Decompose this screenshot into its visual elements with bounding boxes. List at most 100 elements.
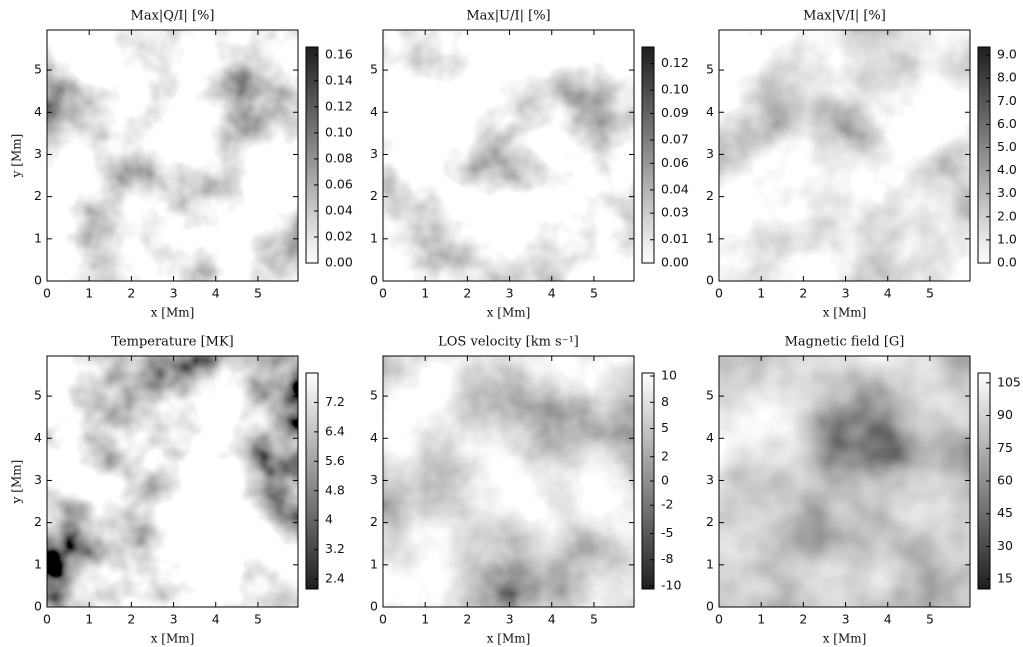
- y-tick-label: 2: [34, 188, 42, 203]
- heatmap-field: [383, 30, 634, 281]
- x-tick-label: 1: [757, 286, 765, 301]
- x-axis-label: x [Mm]: [823, 306, 867, 320]
- y-tick-label: 1: [706, 230, 714, 245]
- y-axis-label: y [Mm]: [10, 134, 24, 179]
- colorbar-tick-label: 0.01: [661, 231, 689, 246]
- plot-frame: [382, 29, 635, 282]
- colorbar-tick-label: 15: [997, 571, 1013, 586]
- colorbar-tick-label: 0.08: [325, 150, 353, 165]
- x-tick-label: 3: [506, 612, 514, 627]
- colorbar: [641, 46, 655, 264]
- plot-frame: [382, 355, 635, 608]
- colorbar-tick-label: -5: [661, 525, 673, 540]
- colorbar-tick-label: 6.0: [997, 116, 1017, 131]
- colorbar-tick-label: 75: [997, 440, 1013, 455]
- y-tick-label: 2: [34, 514, 42, 529]
- plot-frame: [46, 29, 299, 282]
- x-tick-label: 0: [715, 612, 723, 627]
- colorbar: [977, 46, 991, 264]
- y-tick-label: 3: [370, 146, 378, 161]
- heatmap-field: [719, 30, 970, 281]
- y-tick-label: 2: [706, 514, 714, 529]
- x-tick-label: 0: [715, 286, 723, 301]
- x-tick-label: 4: [884, 612, 892, 627]
- x-tick-label: 5: [590, 286, 598, 301]
- x-tick-label: 2: [799, 612, 807, 627]
- panel-title: Max|V/I| [%]: [803, 9, 886, 24]
- y-tick-label: 4: [370, 430, 378, 445]
- x-axis-label: x [Mm]: [823, 632, 867, 646]
- colorbar-tick-label: 4.8: [325, 482, 345, 497]
- colorbar-tick-label: 1.0: [997, 231, 1017, 246]
- colorbar-tick-label: 0.06: [325, 176, 353, 191]
- x-tick-label: 2: [127, 286, 135, 301]
- y-tick-label: 3: [34, 146, 42, 161]
- y-axis-label: y [Mm]: [10, 460, 24, 505]
- colorbar-tick-label: 6.4: [325, 423, 345, 438]
- colorbar-tick-label: 0: [661, 473, 669, 488]
- x-axis-label: x [Mm]: [151, 306, 195, 320]
- panel-title: Max|U/I| [%]: [466, 9, 550, 24]
- colorbar: [305, 372, 319, 590]
- y-tick-label: 3: [706, 472, 714, 487]
- colorbar-tick-label: 60: [997, 473, 1013, 488]
- colorbar-tick-label: 2: [661, 448, 669, 463]
- y-tick-label: 4: [34, 104, 42, 119]
- x-tick-label: 4: [212, 612, 220, 627]
- x-tick-label: 2: [463, 612, 471, 627]
- colorbar-tick-label: 5.0: [997, 139, 1017, 154]
- panel-title: LOS velocity [km s⁻¹]: [438, 335, 579, 350]
- y-tick-label: 2: [370, 188, 378, 203]
- y-tick-label: 5: [706, 388, 714, 403]
- heatmap-field: [383, 356, 634, 607]
- y-tick-label: 1: [706, 556, 714, 571]
- y-tick-label: 3: [370, 472, 378, 487]
- x-tick-label: 3: [842, 286, 850, 301]
- y-tick-label: 0: [706, 599, 714, 614]
- x-tick-label: 1: [85, 612, 93, 627]
- panel-title: Temperature [MK]: [111, 335, 233, 350]
- plot-frame: [718, 355, 971, 608]
- x-axis-label: x [Mm]: [487, 306, 531, 320]
- y-tick-label: 0: [34, 273, 42, 288]
- colorbar-tick-label: -10: [661, 577, 681, 592]
- x-tick-label: 5: [926, 612, 934, 627]
- y-tick-label: 2: [706, 188, 714, 203]
- colorbar-tick-label: -8: [661, 551, 674, 566]
- x-tick-label: 1: [421, 286, 429, 301]
- colorbar-tick-label: 7.2: [325, 394, 345, 409]
- colorbar-tick-label: 0.0: [997, 255, 1017, 270]
- colorbar-tick-label: 0.06: [661, 155, 689, 170]
- x-tick-label: 4: [884, 286, 892, 301]
- y-tick-label: 0: [34, 599, 42, 614]
- x-tick-label: 3: [170, 286, 178, 301]
- x-tick-label: 1: [757, 612, 765, 627]
- colorbar-tick-label: 0.10: [325, 124, 353, 139]
- colorbar-tick-label: 7.0: [997, 93, 1017, 108]
- colorbar-tick-label: 0.12: [325, 98, 353, 113]
- colorbar-tick-label: 0.03: [661, 205, 689, 220]
- y-tick-label: 0: [370, 599, 378, 614]
- colorbar-tick-label: 4.0: [997, 162, 1017, 177]
- heatmap-field: [47, 30, 298, 281]
- x-tick-label: 4: [548, 612, 556, 627]
- plot-frame: [718, 29, 971, 282]
- plot-frame: [46, 355, 299, 608]
- x-tick-label: 0: [43, 286, 51, 301]
- y-tick-label: 4: [706, 430, 714, 445]
- colorbar-tick-label: 2.0: [997, 208, 1017, 223]
- colorbar-tick-label: 0.00: [661, 255, 689, 270]
- x-tick-label: 1: [85, 286, 93, 301]
- colorbar-tick-label: -2: [661, 497, 673, 512]
- x-tick-label: 3: [170, 612, 178, 627]
- colorbar-tick-label: 0.00: [325, 255, 353, 270]
- x-axis-label: x [Mm]: [151, 632, 195, 646]
- y-tick-label: 5: [370, 388, 378, 403]
- colorbar-tick-label: 0.02: [325, 228, 353, 243]
- y-tick-label: 1: [370, 556, 378, 571]
- y-tick-label: 5: [706, 62, 714, 77]
- colorbar-tick-label: 0.10: [661, 82, 689, 97]
- colorbar-tick-label: 3.2: [325, 541, 345, 556]
- colorbar-tick-label: 2.4: [325, 571, 345, 586]
- colorbar-tick-label: 9.0: [997, 47, 1017, 62]
